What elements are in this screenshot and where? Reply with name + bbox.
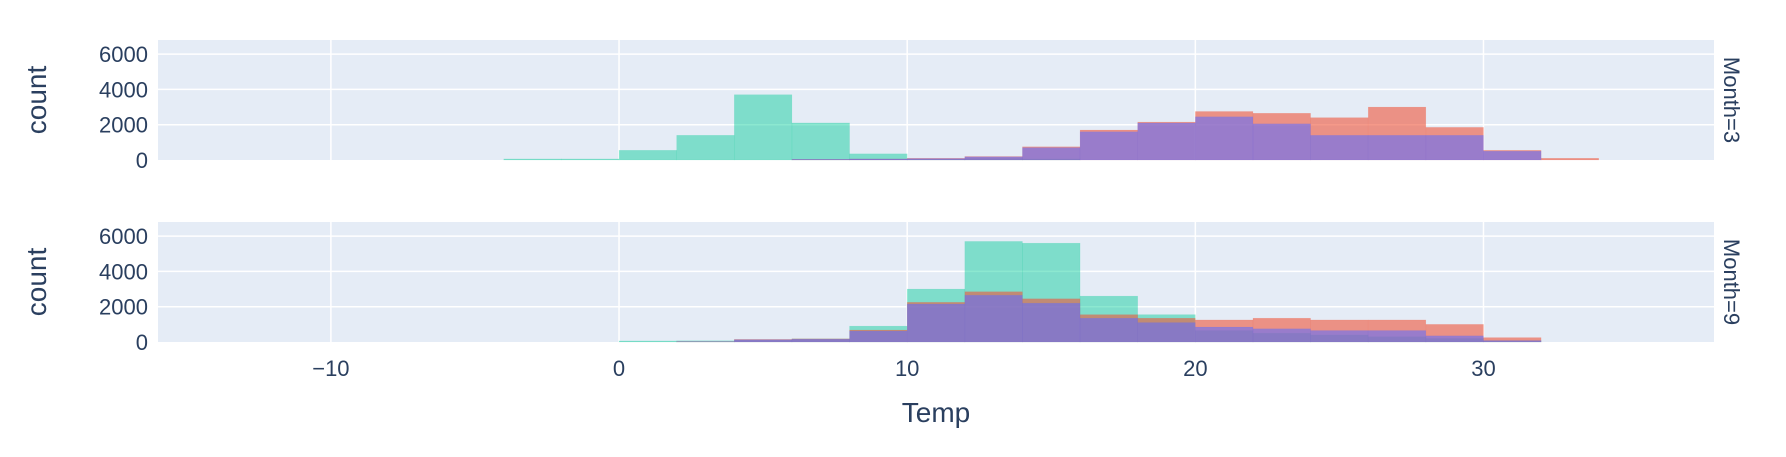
histogram-bar: [1253, 124, 1311, 160]
histogram-bar: [1022, 148, 1080, 160]
y-axis-title: count: [21, 66, 52, 135]
histogram-bar: [850, 331, 908, 342]
histogram-bar: [1080, 318, 1138, 342]
x-tick-label: −10: [312, 356, 349, 381]
histogram-bar: [1483, 341, 1541, 342]
histogram-bar: [1195, 327, 1253, 342]
histogram-bar: [1426, 135, 1484, 160]
histogram-bar: [792, 159, 850, 160]
histogram-bar: [734, 95, 792, 160]
histogram-bar: [792, 339, 850, 342]
histogram-bar: [1138, 323, 1196, 342]
y-axis-title: count: [21, 248, 52, 317]
histogram-bar: [677, 135, 735, 160]
histogram-bar: [792, 123, 850, 160]
histogram-bar: [619, 341, 677, 342]
histogram-bar: [850, 159, 908, 160]
y-tick-label: 2000: [99, 113, 148, 138]
y-tick-label: 4000: [99, 259, 148, 284]
x-tick-label: 20: [1183, 356, 1207, 381]
y-tick-label: 0: [136, 330, 148, 355]
x-tick-label: 10: [895, 356, 919, 381]
histogram-bar: [561, 159, 619, 160]
y-tick-label: 6000: [99, 42, 148, 67]
x-tick-label: 0: [613, 356, 625, 381]
y-tick-label: 2000: [99, 295, 148, 320]
histogram-bar: [619, 150, 677, 160]
y-tick-label: 0: [136, 148, 148, 173]
x-axis-title: Temp: [902, 397, 970, 428]
histogram-bar: [1022, 303, 1080, 342]
histogram-bar: [965, 295, 1023, 342]
y-tick-label: 4000: [99, 77, 148, 102]
histogram-bar: [1368, 135, 1426, 160]
histogram-bar: [1311, 331, 1369, 342]
histogram-bar: [1311, 135, 1369, 160]
histogram-bar: [1368, 331, 1426, 342]
histogram-bar: [1253, 329, 1311, 342]
histogram-bar: [1138, 123, 1196, 160]
x-tick-label: 30: [1471, 356, 1495, 381]
histogram-bar: [504, 159, 562, 160]
histogram-bar: [907, 304, 965, 342]
histogram-bar: [734, 340, 792, 342]
facet-label: Month=9: [1719, 239, 1744, 325]
histogram-bar: [907, 159, 965, 160]
histogram-bar: [1483, 151, 1541, 160]
facet-label: Month=3: [1719, 57, 1744, 143]
histogram-bar: [965, 157, 1023, 160]
histogram-bar: [1080, 132, 1138, 160]
facet-panel-2: 0 2000 4000 6000 count Month=9 −10 0 10 20 30 Temp: [21, 222, 1744, 428]
histogram-bar: [1541, 158, 1599, 160]
facet-panel-1: 0 2000 4000 6000 count Month=3: [21, 40, 1744, 173]
histogram-bar: [1195, 117, 1253, 160]
y-tick-label: 6000: [99, 224, 148, 249]
histogram-bar: [1426, 336, 1484, 342]
